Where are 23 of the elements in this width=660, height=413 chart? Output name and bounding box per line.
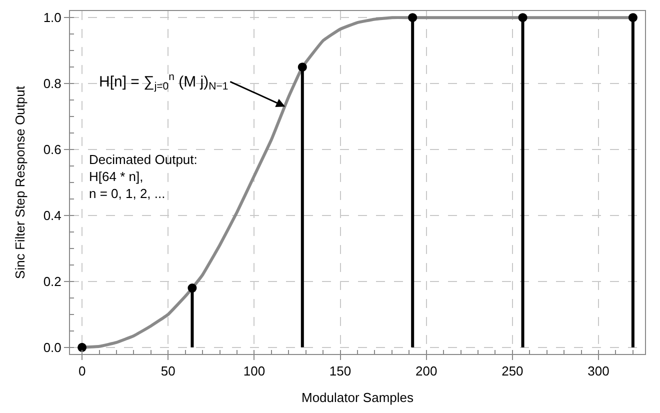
x-axis-title: Modulator Samples <box>302 390 414 406</box>
x-tick-label: 200 <box>416 364 438 379</box>
point <box>628 13 638 22</box>
x-tick-label: 0 <box>78 364 86 379</box>
annotation: Decimated Output: H[64 * n], n = 0, 1, 2, ... <box>89 152 198 201</box>
y-tick-label: 0.6 <box>43 142 62 158</box>
y-tick-label: 0.8 <box>43 76 62 92</box>
x-tick-label: 100 <box>243 364 266 379</box>
x-tick-label: 50 <box>160 364 176 379</box>
y-tick-label: 0.0 <box>43 340 62 355</box>
point <box>518 13 528 22</box>
y-tick-label: 1.0 <box>43 10 62 26</box>
y-tick-label: 0.4 <box>43 208 62 224</box>
point <box>188 284 197 293</box>
y-axis-title: Sinc Filter Step Response Output <box>12 86 28 279</box>
x-tick-label: 300 <box>588 364 610 379</box>
y-tick-label: 0.2 <box>43 274 62 289</box>
point <box>298 62 307 72</box>
annotation: H[n] = ∑$_{j=0}$$^{n}$ (M j)$_{N−1}$ <box>99 71 228 92</box>
point <box>408 13 418 22</box>
point <box>78 342 87 352</box>
x-tick-label: 150 <box>329 364 352 379</box>
x-tick-label: 250 <box>502 364 524 379</box>
